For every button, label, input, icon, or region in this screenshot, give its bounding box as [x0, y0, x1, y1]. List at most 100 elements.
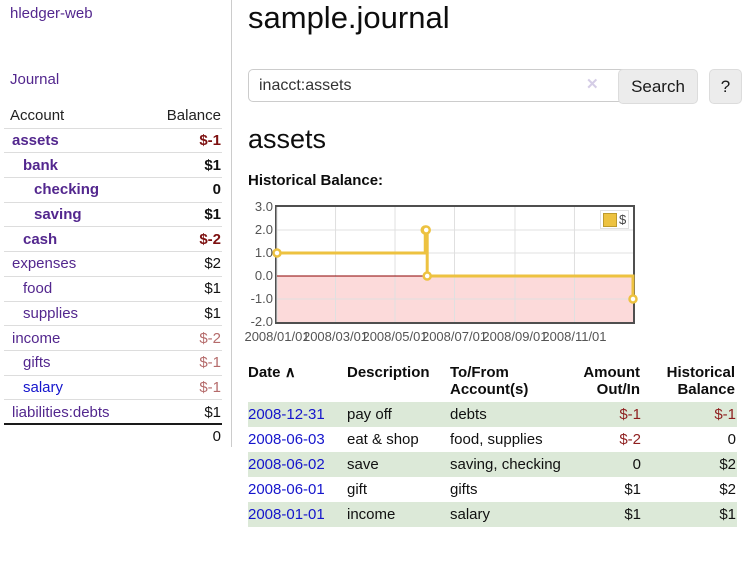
transaction-balance: $1	[719, 505, 736, 523]
transaction-amount: 0	[632, 455, 641, 473]
clear-search-icon[interactable]: ✕	[586, 76, 599, 93]
page-title: sample.journal	[248, 0, 450, 35]
data-point	[422, 271, 432, 281]
x-axis-tick-label: 2008/01/01	[244, 329, 310, 344]
chart-plot-area	[272, 207, 638, 322]
account-balance: $1	[204, 280, 221, 298]
account-link-saving[interactable]: saving	[34, 206, 82, 224]
account-balance: $1	[204, 403, 221, 421]
transaction-description: eat & shop	[347, 430, 419, 448]
account-link-liabilities-debts[interactable]: liabilities:debts	[12, 403, 110, 421]
y-axis-tick-label: 3.0	[254, 199, 273, 214]
account-row-food: food $1	[4, 277, 222, 302]
data-point	[628, 294, 638, 304]
y-axis-tick-label: 2.0	[254, 222, 273, 237]
account-link-salary[interactable]: salary	[23, 378, 64, 396]
transaction-date-link[interactable]: 2008-06-01	[248, 480, 325, 498]
search-button[interactable]: Search	[618, 69, 698, 104]
account-row-supplies: supplies $1	[4, 302, 222, 327]
account-row-assets: assets $-1	[4, 129, 222, 154]
account-column-header: Account	[10, 107, 65, 125]
transaction-accounts: gifts	[450, 480, 478, 498]
brand-link[interactable]: hledger-web	[10, 5, 93, 22]
account-row-checking: checking 0	[4, 178, 222, 203]
account-link-supplies[interactable]: supplies	[23, 304, 79, 322]
transaction-amount: $1	[624, 480, 641, 498]
account-link-cash[interactable]: cash	[23, 230, 58, 248]
y-axis-tick-label: -2.0	[250, 314, 273, 329]
account-row-income: income $-2	[4, 326, 222, 351]
accounts-table-header: Account Balance	[4, 104, 222, 129]
transaction-date-link[interactable]: 2008-06-02	[248, 455, 325, 473]
account-row-salary: salary $-1	[4, 376, 222, 401]
main-content: sample.journal ✕ Search ? assets Histori…	[244, 0, 742, 582]
x-axis-tick-label: 2008/03/01	[302, 329, 369, 344]
transaction-description: save	[347, 455, 379, 473]
account-link-bank[interactable]: bank	[23, 156, 59, 174]
account-balance: $-1	[199, 132, 221, 150]
account-row-liabilities-debts: liabilities:debts $1	[4, 400, 222, 424]
register-row: 2008-01-01 income salary $1 $1	[248, 502, 737, 527]
account-link-expenses[interactable]: expenses	[12, 255, 77, 273]
column-header-amount: Amount Out/In	[583, 364, 640, 398]
sort-ascending-icon: ∧	[284, 364, 296, 381]
transaction-description: income	[347, 505, 396, 523]
account-row-gifts: gifts $-1	[4, 351, 222, 376]
register-header-row: Date ∧ Description To/From Account(s) Am…	[248, 362, 737, 402]
transaction-date-link[interactable]: 2008-06-03	[248, 430, 325, 448]
account-balance: $1	[204, 156, 221, 174]
account-balance: $1	[204, 304, 221, 322]
account-link-food[interactable]: food	[23, 280, 53, 298]
y-axis-tick-label: 0.0	[254, 268, 273, 283]
transaction-amount: $-2	[619, 430, 641, 448]
transaction-amount: $1	[624, 505, 641, 523]
search-form: ✕ Search ?	[248, 69, 742, 104]
account-link-income[interactable]: income	[12, 329, 61, 347]
chart-legend: $	[600, 210, 630, 229]
sidebar-item-journal[interactable]: Journal	[10, 71, 60, 88]
y-axis-tick-label: 1.0	[254, 245, 273, 260]
account-balance: $-1	[199, 378, 221, 396]
column-header-description: Description	[347, 364, 430, 381]
column-header-accounts: To/From Account(s)	[450, 364, 529, 398]
accounts-list: assets $-1 bank $1 checking 0 saving $1 cash $-2 e…	[4, 129, 222, 424]
x-axis-tick-label: 2008/09/01	[482, 329, 548, 344]
register-row: 2008-06-03 eat & shop food, supplies $-2 0	[248, 427, 737, 452]
transaction-date-link[interactable]: 2008-01-01	[248, 505, 325, 523]
search-input[interactable]	[248, 69, 637, 102]
account-row-saving: saving $1	[4, 203, 222, 228]
account-heading: assets	[248, 124, 327, 154]
account-row-bank: bank $1	[4, 153, 222, 179]
account-balance: $-1	[199, 354, 221, 372]
transaction-date-link[interactable]: 2008-12-31	[248, 405, 325, 423]
x-axis-tick-label: 2008/05/01	[362, 329, 428, 344]
chart-plot-frame	[275, 205, 635, 324]
account-balance: 0	[212, 181, 221, 199]
column-header-date[interactable]: Date ∧	[248, 364, 296, 381]
transaction-balance: 0	[727, 430, 736, 448]
register-table: Date ∧ Description To/From Account(s) Am…	[248, 362, 737, 527]
account-link-checking[interactable]: checking	[34, 181, 100, 199]
account-balance: $-2	[199, 329, 221, 347]
account-row-cash: cash $-2	[4, 227, 222, 253]
data-point	[272, 248, 282, 258]
account-link-assets[interactable]: assets	[12, 132, 59, 150]
x-axis-tick-label: 2008/07/01	[421, 329, 488, 344]
accounts-total-row: 0	[4, 422, 222, 449]
account-balance: $-2	[199, 230, 221, 248]
transaction-amount: $-1	[619, 405, 641, 423]
register-row: 2008-06-01 gift gifts $1 $2	[248, 477, 737, 502]
x-axis-tick-label: 2008/11/01	[542, 329, 607, 344]
help-button[interactable]: ?	[709, 69, 742, 104]
transaction-accounts: food, supplies	[450, 430, 543, 448]
accounts-total-value: 0	[212, 428, 221, 446]
transaction-accounts: debts	[450, 405, 487, 423]
accounts-table: Account Balance assets $-1 bank $1 checking 0…	[4, 104, 222, 449]
transaction-balance: $-1	[714, 405, 736, 423]
transaction-balance: $2	[719, 455, 736, 473]
account-row-expenses: expenses $2	[4, 252, 222, 277]
account-link-gifts[interactable]: gifts	[23, 354, 51, 372]
register-row: 2008-12-31 pay off debts $-1 $-1	[248, 402, 737, 427]
transaction-description: gift	[347, 480, 368, 498]
sidebar: hledger-web Journal Account Balance asse…	[0, 0, 232, 447]
